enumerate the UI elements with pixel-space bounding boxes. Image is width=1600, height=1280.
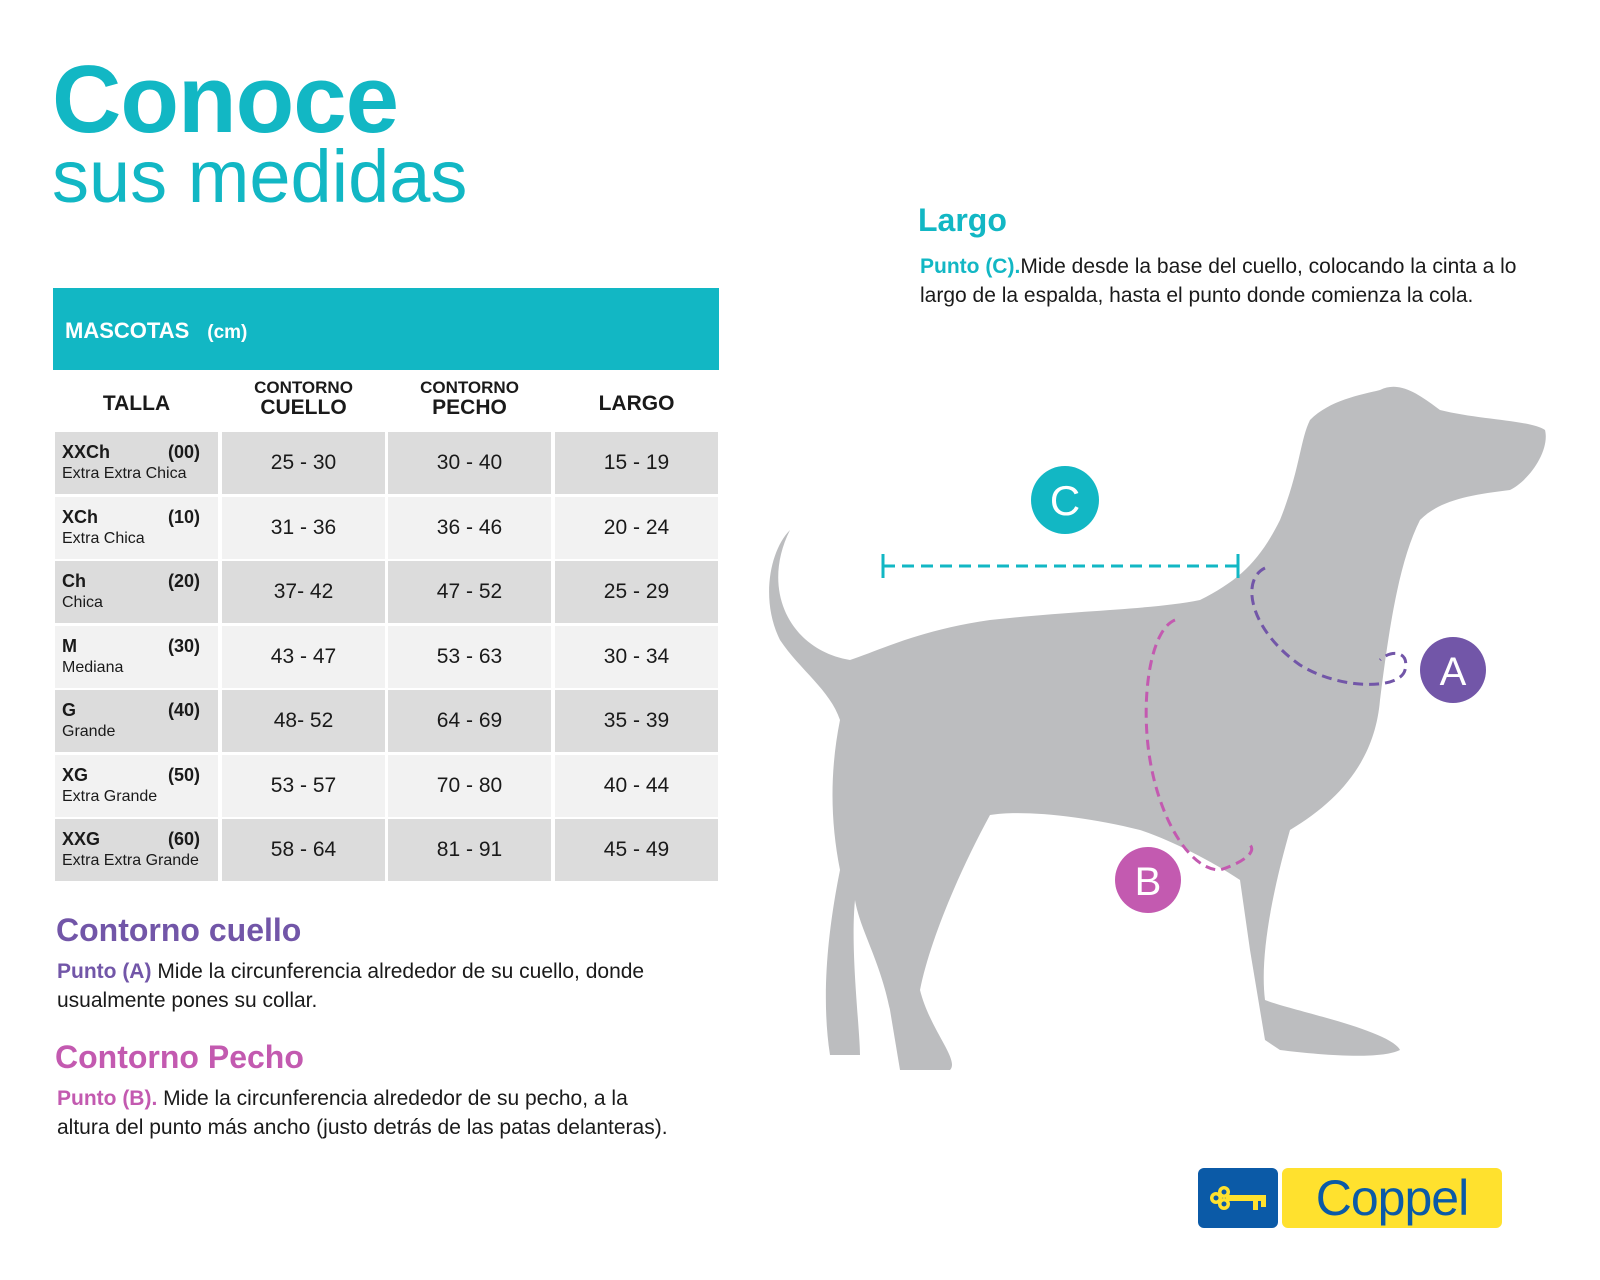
size-code: M xyxy=(62,635,77,656)
table-row-size: G (40) Grande xyxy=(55,690,218,752)
table-cell-cuello: 25 - 30 xyxy=(222,432,385,494)
pecho-label: Punto (B). xyxy=(57,1087,158,1110)
coppel-wordmark: Coppel xyxy=(1282,1168,1502,1228)
size-number: (60) xyxy=(167,829,200,849)
table-cell-cuello: 48- 52 xyxy=(222,690,385,752)
column-header: LARGO xyxy=(555,392,718,415)
pecho-desc: Mide la circunferencia alrededor de su p… xyxy=(57,1087,668,1139)
key-icon xyxy=(1210,1186,1266,1210)
cuello-text: Punto (A) Mide la circunferencia alreded… xyxy=(57,957,677,1015)
table-row-size: M (30) Mediana xyxy=(55,625,218,688)
marker-b xyxy=(1115,847,1181,913)
size-name: Grande xyxy=(62,723,116,740)
column-header-main: CUELLO xyxy=(260,396,347,419)
column-header-main: PECHO xyxy=(432,396,507,419)
pecho-text: Punto (B). Mide la circunferencia alrede… xyxy=(57,1084,677,1142)
table-cell-pecho: 53 - 63 xyxy=(388,625,551,688)
table-cell-cuello: 53 - 57 xyxy=(222,754,385,817)
size-number: (20) xyxy=(167,571,200,591)
table-cell-pecho: 81 - 91 xyxy=(388,819,551,881)
table-cell-largo: 25 - 29 xyxy=(555,561,718,623)
table-cell-largo: 20 - 24 xyxy=(555,496,718,559)
cuello-label: Punto (A) xyxy=(57,960,152,983)
size-code: XG xyxy=(62,764,89,785)
size-name: Mediana xyxy=(62,658,124,676)
length-line xyxy=(881,554,1240,578)
size-number: (00) xyxy=(167,442,200,462)
cuello-desc: Mide la circunferencia alrededor de su c… xyxy=(57,960,645,1012)
table-heading: MASCOTAS xyxy=(65,318,190,343)
largo-title: Largo xyxy=(918,202,1007,238)
coppel-key-logo xyxy=(1198,1168,1278,1228)
largo-desc: Mide desde la base del cuello, colocando… xyxy=(920,255,1517,307)
size-name: Extra Grande xyxy=(62,787,158,805)
size-name: Extra Extra Chica xyxy=(62,465,187,482)
size-number: (40) xyxy=(167,700,200,720)
table-cell-largo: 35 - 39 xyxy=(555,690,718,752)
table-cell-pecho: 30 - 40 xyxy=(388,432,551,494)
largo-text: Punto (C).Mide desde la base del cuello,… xyxy=(920,252,1560,310)
marker-a xyxy=(1420,637,1486,703)
column-header: CONTORNO CUELLO xyxy=(222,378,385,418)
size-name: Extra Chica xyxy=(62,529,145,547)
table-row-size: XXCh (00) Extra Extra Chica xyxy=(55,432,218,494)
column-header: TALLA xyxy=(55,392,218,415)
table-row-size: XXG (60) Extra Extra Grande xyxy=(55,819,218,881)
size-code: XXCh xyxy=(62,442,111,462)
table-cell-cuello: 58 - 64 xyxy=(222,819,385,881)
column-header-top: CONTORNO xyxy=(254,378,353,397)
table-cell-largo: 30 - 34 xyxy=(555,625,718,688)
title-line1: Conoce xyxy=(52,46,399,153)
size-code: Ch xyxy=(62,571,86,591)
column-header-main: TALLA xyxy=(102,392,171,415)
table-unit: (cm) xyxy=(207,322,248,343)
neck-measure xyxy=(1250,566,1408,686)
marker-a-label: A xyxy=(1440,650,1467,694)
chest-measure xyxy=(1144,618,1254,872)
table-banner: MASCOTAS (cm) xyxy=(53,288,719,370)
table-row-size: Ch (20) Chica xyxy=(55,561,218,623)
table-cell-pecho: 36 - 46 xyxy=(388,496,551,559)
marker-c xyxy=(1031,466,1099,534)
marker-c-label: C xyxy=(1050,477,1080,524)
table-cell-pecho: 70 - 80 xyxy=(388,754,551,817)
size-number: (10) xyxy=(167,506,200,527)
table-cell-pecho: 47 - 52 xyxy=(388,561,551,623)
column-header-main: LARGO xyxy=(598,392,675,415)
size-name: Chica xyxy=(62,594,103,611)
table-cell-largo: 15 - 19 xyxy=(555,432,718,494)
size-code: XCh xyxy=(62,506,98,527)
size-number: (30) xyxy=(167,635,200,656)
table-cell-pecho: 64 - 69 xyxy=(388,690,551,752)
cuello-title: Contorno cuello xyxy=(56,912,302,948)
largo-label: Punto (C). xyxy=(920,255,1021,278)
table-cell-largo: 45 - 49 xyxy=(555,819,718,881)
size-code: G xyxy=(62,700,77,720)
marker-b-label: B xyxy=(1135,860,1162,904)
size-code: XXG xyxy=(62,829,101,849)
pecho-title: Contorno Pecho xyxy=(55,1039,304,1075)
column-header-top: CONTORNO xyxy=(420,378,519,397)
size-number: (50) xyxy=(167,764,200,785)
table-row-size: XCh (10) Extra Chica xyxy=(55,496,218,559)
dog-silhouette xyxy=(769,386,1546,1070)
table-row-size: XG (50) Extra Grande xyxy=(55,754,218,817)
size-name: Extra Extra Grande xyxy=(62,852,199,869)
title-line2: sus medidas xyxy=(52,135,468,218)
table-cell-largo: 40 - 44 xyxy=(555,754,718,817)
column-header: CONTORNO PECHO xyxy=(388,378,551,418)
table-cell-cuello: 31 - 36 xyxy=(222,496,385,559)
table-cell-cuello: 37- 42 xyxy=(222,561,385,623)
table-cell-cuello: 43 - 47 xyxy=(222,625,385,688)
